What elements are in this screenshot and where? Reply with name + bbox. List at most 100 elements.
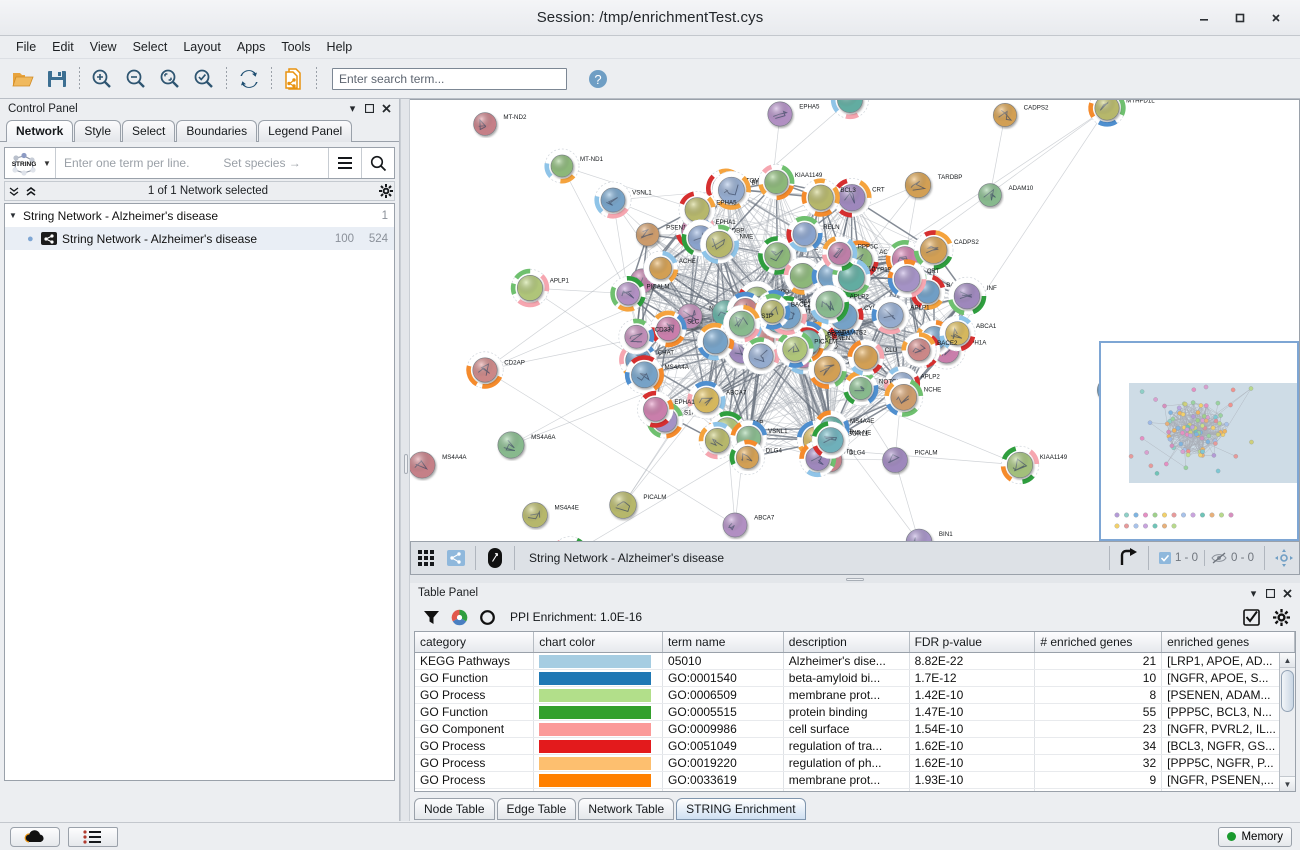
save-icon[interactable]: [40, 62, 74, 96]
network-node[interactable]: CLU: [847, 339, 897, 376]
network-node[interactable]: APLP2: [809, 284, 869, 325]
column-header-num-enriched-genes[interactable]: # enriched genes: [1034, 632, 1163, 653]
table-vertical-scrollbar[interactable]: ▲ ▼: [1279, 653, 1295, 791]
network-node[interactable]: MTHFD1L: [1088, 100, 1155, 127]
table-row[interactable]: GO Function GO:0001540 beta-amyloid bi... 1…: [415, 669, 1295, 687]
chevron-down-icon[interactable]: ▾: [1250, 587, 1257, 600]
network-tree-item[interactable]: ● String Network - Alzheimer's disease 1…: [5, 227, 394, 250]
hsplitter-grip[interactable]: [846, 578, 864, 581]
column-header-term-name[interactable]: term name: [662, 632, 784, 653]
network-node[interactable]: NCSTN: [696, 322, 756, 361]
network-node[interactable]: INS-NE: [811, 421, 871, 460]
tab-network-table[interactable]: Network Table: [578, 798, 675, 820]
table-row[interactable]: GO Process GO:0006509 membrane prot... 1.42…: [415, 686, 1295, 704]
network-node[interactable]: ABCA7: [722, 512, 775, 538]
donut-icon[interactable]: [474, 605, 500, 629]
network-node[interactable]: SLC: [830, 100, 882, 120]
column-header-enriched-genes[interactable]: enriched genes: [1161, 632, 1295, 653]
network-node[interactable]: ADAM10: [978, 183, 1034, 207]
minimize-button[interactable]: [1186, 3, 1222, 33]
network-canvas[interactable]: MT-ND2 MT-ND1 VSNL1 CD2AP MS4A4A MS4A6A MS4A4E…: [410, 99, 1300, 542]
close-panel-icon[interactable]: [378, 100, 395, 117]
network-node[interactable]: EPHA1: [637, 390, 695, 428]
table-row[interactable]: KEGG Pathways 05010 Alzheimer's dise... 8.8…: [415, 652, 1295, 670]
float-panel-icon[interactable]: [361, 100, 378, 117]
network-node[interactable]: TARDBP: [904, 171, 962, 199]
network-node[interactable]: BIN1: [905, 528, 953, 542]
export-view-icon[interactable]: [1114, 545, 1144, 571]
expand-all-icon[interactable]: [22, 183, 39, 200]
gear-icon[interactable]: [1268, 605, 1294, 629]
scrollbar-thumb[interactable]: [1281, 670, 1294, 712]
network-node[interactable]: VSNL1: [594, 181, 652, 219]
network-node[interactable]: CADPS2: [913, 230, 979, 270]
pan-tool-icon[interactable]: [1269, 545, 1299, 571]
chart-color-icon[interactable]: [446, 605, 472, 629]
network-node[interactable]: BACE2: [901, 332, 958, 368]
network-node[interactable]: CLU: [552, 536, 602, 542]
zoom-in-icon[interactable]: [85, 62, 119, 96]
gear-icon[interactable]: [377, 183, 394, 200]
network-node[interactable]: BACE1: [754, 293, 812, 330]
grid-layout-icon[interactable]: [411, 545, 441, 571]
tab-select[interactable]: Select: [122, 120, 176, 142]
network-node[interactable]: CD2AP: [466, 351, 525, 389]
cloud-icon[interactable]: [10, 826, 60, 847]
table-row[interactable]: GO Process GO:0019220 regulation of ph... 1…: [415, 754, 1295, 772]
network-node[interactable]: EPHA5: [678, 191, 737, 229]
tab-legend-panel[interactable]: Legend Panel: [258, 120, 353, 142]
network-node[interactable]: RELN: [786, 216, 840, 253]
vertical-splitter[interactable]: [400, 99, 410, 821]
menu-file[interactable]: File: [16, 40, 37, 54]
network-share-icon[interactable]: [441, 545, 471, 571]
horizontal-splitter[interactable]: [410, 575, 1300, 583]
network-node[interactable]: PVRL2: [698, 421, 757, 460]
column-header-description[interactable]: description: [783, 632, 910, 653]
maximize-button[interactable]: [1222, 3, 1258, 33]
menu-view[interactable]: View: [89, 40, 117, 54]
network-node[interactable]: PSEN1: [635, 222, 687, 247]
network-node[interactable]: PPP5C: [821, 235, 879, 271]
network-node[interactable]: MT-ND1: [742, 337, 804, 375]
table-row[interactable]: GO Process GO:0051049 regulation of tra...…: [415, 737, 1295, 755]
zoom-selected-icon[interactable]: [187, 62, 221, 96]
string-logo-icon[interactable]: STRING: [5, 148, 43, 178]
network-node[interactable]: PICALM: [609, 491, 667, 519]
string-options-menu-icon[interactable]: [329, 148, 361, 178]
table-row[interactable]: GO Process GO:0050435beta-amyloid m...2.0…: [415, 788, 1295, 791]
column-header-category[interactable]: category: [415, 632, 535, 653]
export-network-icon[interactable]: [277, 62, 311, 96]
network-node[interactable]: MS4A4A: [410, 451, 467, 479]
network-node[interactable]: APLP1: [871, 296, 930, 335]
network-node[interactable]: KIAA1149: [1000, 445, 1068, 485]
help-icon[interactable]: ?: [581, 62, 615, 96]
network-tree-root[interactable]: ▼ String Network - Alzheimer's disease 1: [5, 204, 394, 227]
network-node[interactable]: PICALM: [882, 447, 938, 473]
menu-select[interactable]: Select: [132, 40, 168, 54]
network-node[interactable]: MT-ND1: [544, 148, 604, 184]
float-table-panel-icon[interactable]: [1262, 585, 1279, 602]
memory-status[interactable]: Memory: [1218, 826, 1292, 847]
set-species-link[interactable]: Set species →: [223, 156, 301, 170]
chevron-down-icon[interactable]: ▼: [9, 211, 17, 220]
network-node[interactable]: NME: [699, 224, 753, 264]
network-node[interactable]: S1P: [722, 304, 773, 343]
enrichment-table-wrapper[interactable]: category chart color term name descripti…: [414, 631, 1296, 792]
splitter-grip[interactable]: [404, 454, 408, 474]
network-node[interactable]: LRRB1: [807, 349, 868, 389]
zoom-fit-icon[interactable]: [153, 62, 187, 96]
network-node[interactable]: BCL3: [801, 178, 856, 217]
chevron-down-icon[interactable]: ▼: [43, 158, 51, 168]
network-node[interactable]: ABCA7: [687, 381, 747, 420]
network-node[interactable]: CRT: [832, 178, 885, 218]
filter-icon[interactable]: [418, 605, 444, 629]
network-node[interactable]: DLG4: [729, 439, 782, 476]
column-header-chart-color[interactable]: chart color: [533, 632, 664, 653]
menu-edit[interactable]: Edit: [52, 40, 74, 54]
search-input[interactable]: Enter search term...: [332, 67, 567, 90]
menu-layout[interactable]: Layout: [183, 40, 221, 54]
table-row[interactable]: GO Process GO:0033619 membrane prot... 1.93…: [415, 771, 1295, 789]
table-row[interactable]: GO Function GO:0005515 protein binding 1.47…: [415, 703, 1295, 721]
list-icon[interactable]: [68, 826, 118, 847]
network-node[interactable]: EPHA5: [767, 101, 820, 127]
